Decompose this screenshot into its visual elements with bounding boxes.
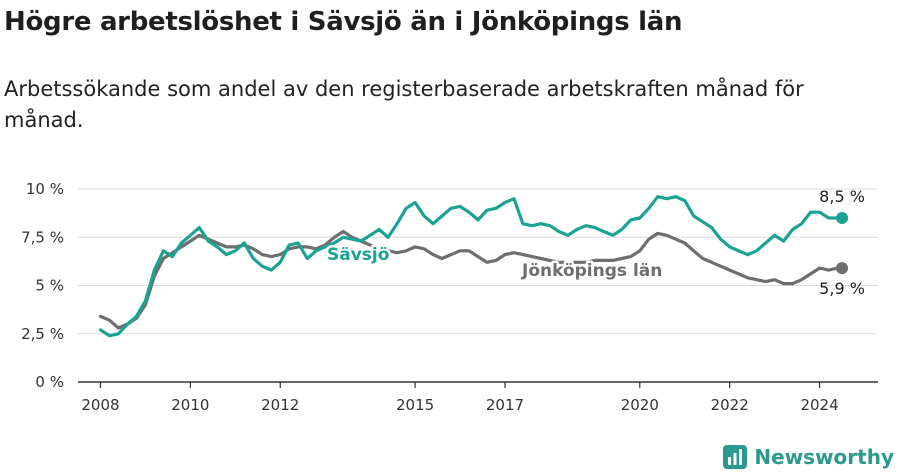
x-tick-label: 2020 [621, 396, 659, 414]
series-line-lan [98, 229, 844, 330]
newsworthy-logo-icon [723, 445, 748, 469]
y-tick-label: 10 % [26, 180, 64, 198]
x-tick-label: 2012 [261, 396, 299, 414]
brand-logo: Newsworthy [722, 444, 894, 470]
y-tick-label: 5 % [35, 277, 64, 295]
end-label-savsjo: 8,5 % [819, 187, 865, 206]
label-layer: Sävsjö Jönköpings län 8,5 % 5,9 % [325, 187, 865, 298]
brand-name: Newsworthy [754, 445, 894, 469]
axis-layer: 0 % 2,5 % 5 % 7,5 % 10 % 2008 2010 2012 2015 2017… [21, 180, 878, 414]
x-tick-label: 2008 [81, 396, 119, 414]
y-tick-label: 2,5 % [21, 325, 64, 343]
x-tick-label: 2017 [486, 396, 524, 414]
chart-subtitle: Arbetssökande som andel av den registerb… [4, 77, 804, 132]
series-layer [98, 195, 849, 338]
y-tick-label: 7,5 % [21, 228, 64, 246]
y-tick-label: 0 % [35, 373, 64, 391]
x-tick-label: 2015 [396, 396, 434, 414]
end-point-lan [836, 262, 849, 275]
series-label-lan: Jönköpings län [521, 261, 662, 281]
grid-layer [78, 188, 878, 335]
series-line-savsjo [98, 195, 844, 338]
end-point-savsjo [836, 211, 849, 224]
x-tick-label: 2022 [711, 396, 749, 414]
end-label-lan: 5,9 % [819, 279, 865, 298]
chart-title: Högre arbetslöshet i Sävsjö än i Jönköpi… [4, 7, 683, 37]
x-tick-label: 2010 [171, 396, 209, 414]
series-label-savsjo: Sävsjö [327, 245, 389, 265]
x-tick-label: 2024 [800, 396, 838, 414]
